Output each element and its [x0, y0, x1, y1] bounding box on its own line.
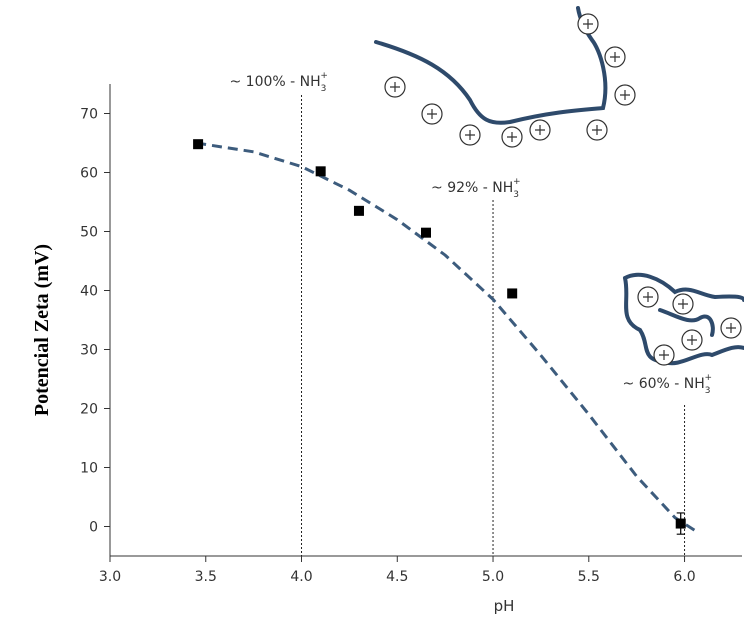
annotation-text: ~ 100% - NH	[230, 74, 321, 90]
x-tick-label: 3.0	[99, 569, 121, 585]
y-tick-label: 60	[80, 166, 98, 182]
plus-sign	[465, 130, 475, 140]
y-tick-label: 30	[80, 343, 98, 359]
x-axis-label: pH	[494, 597, 515, 615]
x-tick-label: 5.0	[482, 569, 504, 585]
annotation-text: ~ 92% - NH	[431, 180, 513, 196]
point	[193, 139, 204, 150]
x-tick-label: 3.5	[195, 569, 217, 585]
fit-curve	[195, 141, 699, 534]
y-tick-label: 10	[80, 461, 98, 477]
annotation-sup: +	[705, 373, 713, 383]
plus-sign	[507, 132, 517, 142]
annotation-sub: 3	[321, 84, 327, 94]
annotation: ~ 92% - NH3 +	[431, 177, 521, 200]
charge-markers	[384, 13, 742, 366]
plus-sign	[583, 19, 593, 29]
x-tick-label: 5.5	[578, 569, 600, 585]
x-tick-label: 4.0	[290, 569, 312, 585]
annotation: ~ 60% - NH3 +	[623, 373, 713, 396]
x-tick-label: 6.0	[673, 569, 695, 585]
plus-sign	[643, 292, 653, 302]
y-tick-label: 40	[80, 284, 98, 300]
plus-sign	[535, 125, 545, 135]
annotation-sup: +	[513, 177, 521, 187]
point	[507, 288, 518, 299]
plus-sign	[592, 125, 602, 135]
plus-sign	[659, 350, 669, 360]
y-axis-label: Potencial Zeta (mV)	[31, 244, 53, 416]
annotation-text: ~ 60% - NH	[623, 376, 705, 392]
plus-sign	[678, 299, 688, 309]
x-tick-label: 4.5	[386, 569, 408, 585]
plus-sign	[726, 323, 736, 333]
plus-sign	[620, 90, 630, 100]
annotation-sub: 3	[513, 190, 519, 200]
plus-sign	[687, 335, 697, 345]
y-tick-label: 20	[80, 402, 98, 418]
point	[675, 518, 686, 529]
y-tick-label: 70	[80, 107, 98, 123]
y-tick-label: 50	[80, 225, 98, 241]
annotation-sub: 3	[705, 386, 711, 396]
point	[421, 227, 431, 238]
y-tick-label: 0	[89, 520, 98, 536]
plus-sign	[390, 82, 400, 92]
annotation-sup: +	[320, 71, 328, 81]
plus-sign	[610, 52, 620, 62]
plus-sign	[427, 109, 437, 119]
point	[315, 166, 326, 177]
annotation: ~ 100% - NH3 +	[230, 71, 328, 94]
point	[353, 205, 364, 216]
